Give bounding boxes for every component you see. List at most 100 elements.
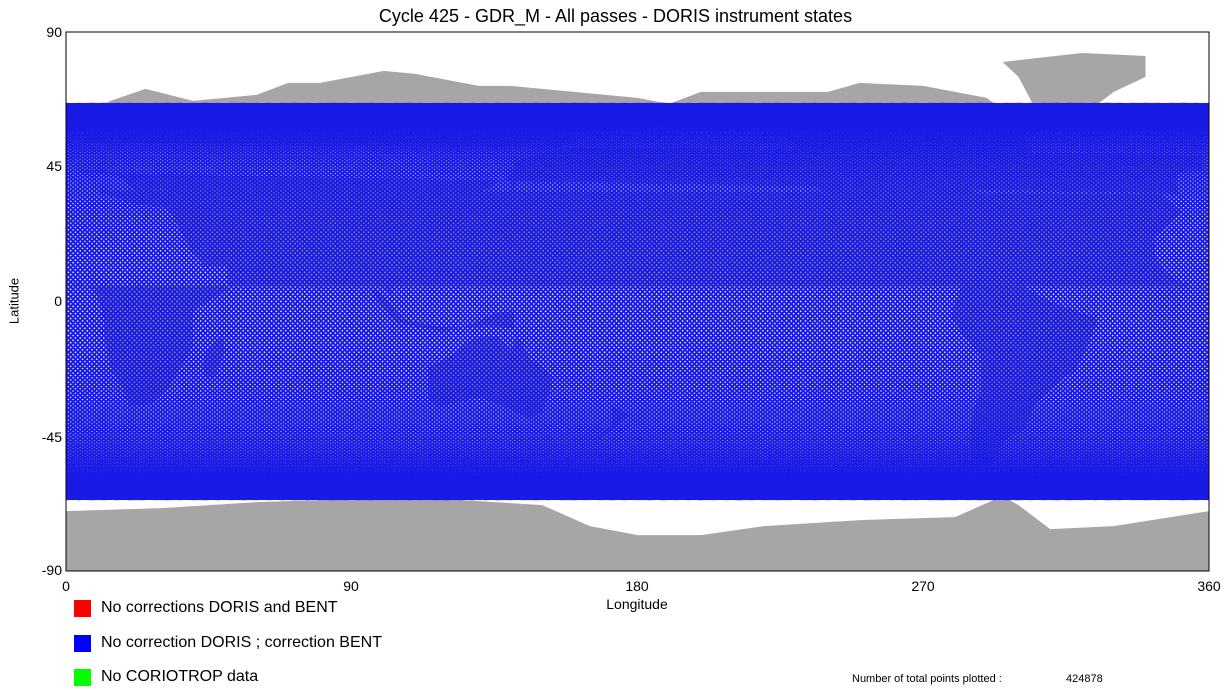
ground-track [66,102,1209,501]
ground-track [66,102,1209,501]
ground-track [66,102,1209,501]
ground-track [66,102,1209,501]
ground-track [66,102,1209,501]
x-tick-label: 360 [1197,578,1221,594]
ground-track [66,103,1209,501]
ground-track [66,103,1209,501]
ground-track [66,102,1209,501]
ground-track [66,102,1209,501]
ground-track [66,102,1209,501]
ground-track [66,102,1209,501]
ground-track [66,102,1209,501]
ground-track [66,102,1209,501]
ground-track [66,103,1209,501]
ground-track [66,102,1209,501]
ground-track [66,102,1209,501]
ground-track [66,102,1209,501]
ground-track [66,102,1209,501]
ground-track [66,102,1209,501]
ground-track [66,102,1209,501]
ground-track [66,103,1209,501]
land-antarctica [66,496,1209,571]
ground-track [66,102,1209,501]
ground-track [66,102,1209,501]
x-tick-label: 90 [343,578,359,594]
ground-track [66,102,1209,501]
ground-track [66,102,1209,500]
x-tick-label: 0 [62,578,70,594]
ground-track [66,102,1209,501]
ground-track [66,102,1209,500]
ground-track [66,102,1209,501]
ground-track [66,102,1209,500]
ground-track [66,102,1209,501]
ground-track [66,102,1209,501]
ground-track [66,102,1209,500]
ground-track [66,102,1209,501]
ground-track [66,102,1209,500]
ground-track [66,102,1209,501]
ground-track [66,102,1209,501]
y-tick-label: -90 [41,562,62,578]
ground-track [66,102,1209,500]
points-count-label: Number of total points plotted : [852,673,1002,685]
ground-track [66,102,1209,501]
y-tick-label: -45 [41,429,62,445]
y-tick-label: 45 [46,158,62,174]
ground-track [66,102,1209,501]
ground-track [66,102,1209,501]
legend-label: No CORIOTROP data [101,668,259,685]
points-count-value: 424878 [1066,673,1103,685]
ground-track [66,102,1209,501]
ground-track [66,102,1209,501]
ground-track [66,102,1209,501]
ground-track [66,102,1209,501]
x-axis-label: Longitude [606,596,668,612]
ground-track [66,102,1209,501]
ground-track [66,102,1209,500]
ground-track [66,102,1209,501]
ground-track [66,103,1209,501]
ground-track [66,102,1209,501]
ground-track [66,102,1209,501]
ground-track [66,102,1209,501]
legend-label: No corrections DORIS and BENT [101,599,338,616]
ground-track [66,102,1209,501]
legend-swatch-green [74,668,91,686]
satellite-ground-tracks [66,102,1209,501]
ground-track [66,102,1209,501]
ground-track [66,103,1209,501]
x-tick-label: 270 [911,578,935,594]
ground-track [66,102,1209,501]
ground-track [66,102,1209,500]
legend-item: No corrections DORIS and BENT [74,599,338,617]
ground-track [66,102,1209,500]
ground-track [66,102,1209,501]
ground-track [66,102,1209,501]
ground-track [66,102,1209,501]
legend-swatch-red [74,599,91,617]
ground-track [66,102,1209,501]
plot-frame [65,31,1210,572]
ground-track [66,104,1209,501]
ground-track [66,102,1209,501]
ground-track [66,102,1209,501]
y-axis-label: Latitude [6,277,22,325]
ground-track [66,103,1209,501]
ground-track [66,102,1209,501]
ground-track [66,102,1209,501]
legend-item: No correction DORIS ; correction BENT [74,634,382,652]
ground-track [66,102,1209,500]
ground-track [66,103,1209,501]
ground-track [66,102,1209,501]
y-tick-label: 0 [54,293,62,309]
ground-track [66,102,1209,501]
ground-track [66,102,1209,501]
ground-track [66,102,1209,501]
ground-track [66,102,1209,501]
ground-track [66,102,1209,501]
ground-track [66,103,1209,501]
ground-track [66,103,1209,501]
plot-title: Cycle 425 - GDR_M - All passes - DORIS i… [378,6,853,26]
